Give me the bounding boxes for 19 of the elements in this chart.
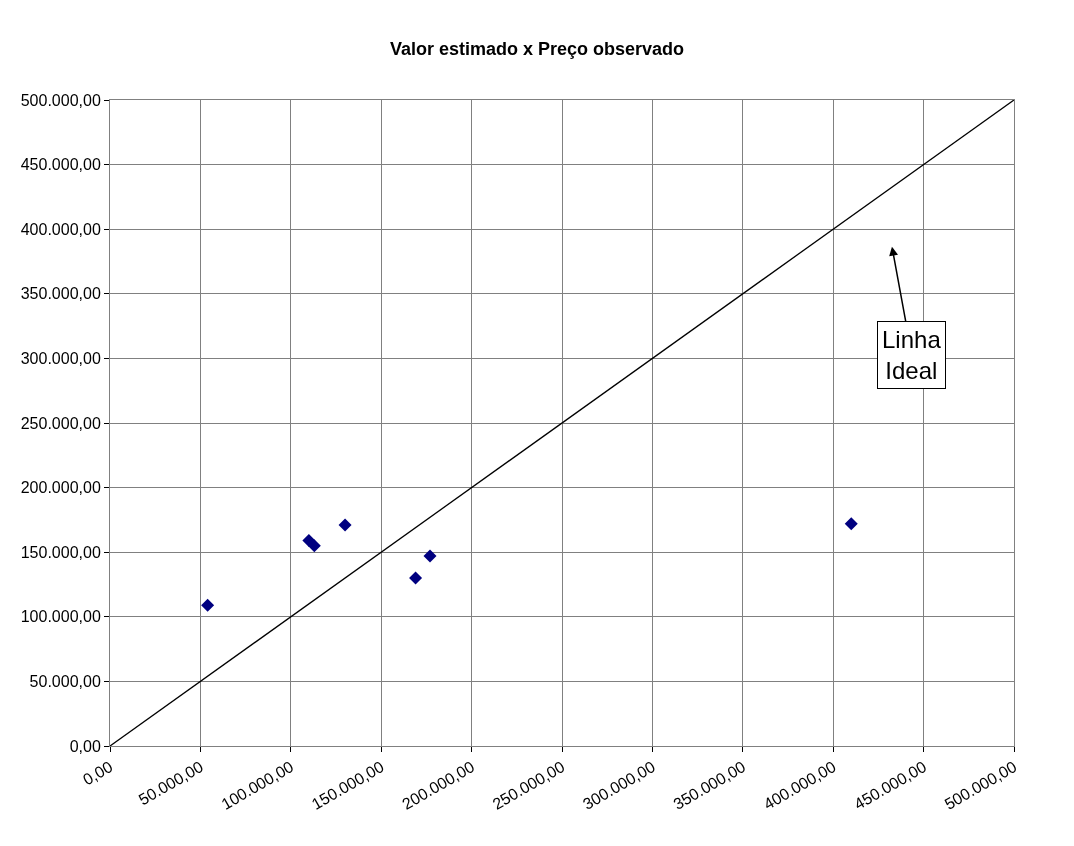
point [307,539,321,553]
y-tick-label: 50.000,00 [29,673,101,690]
y-tick-label: 500.000,00 [20,91,101,109]
y-tick-label: 150.000,00 [20,543,101,561]
point [338,518,352,532]
point [201,598,215,612]
y-tick-label: 450.000,00 [20,156,101,174]
y-tick-label: 100.000,00 [20,608,101,626]
y-tick-label: 350.000,00 [20,285,101,303]
y-tick-label: 200.000,00 [20,479,101,497]
point [423,549,437,563]
annotation: Linha Ideal [882,326,942,385]
point [409,571,423,585]
point [844,517,858,531]
y-tick-label: 250.000,00 [20,414,101,432]
y-tick-label: 0,00 [69,737,101,755]
y-tick-label: 300.000,00 [20,350,101,367]
chart-title: Valor estimado x Preço observado [389,38,685,59]
y-tick-label: 400.000,00 [20,220,101,238]
